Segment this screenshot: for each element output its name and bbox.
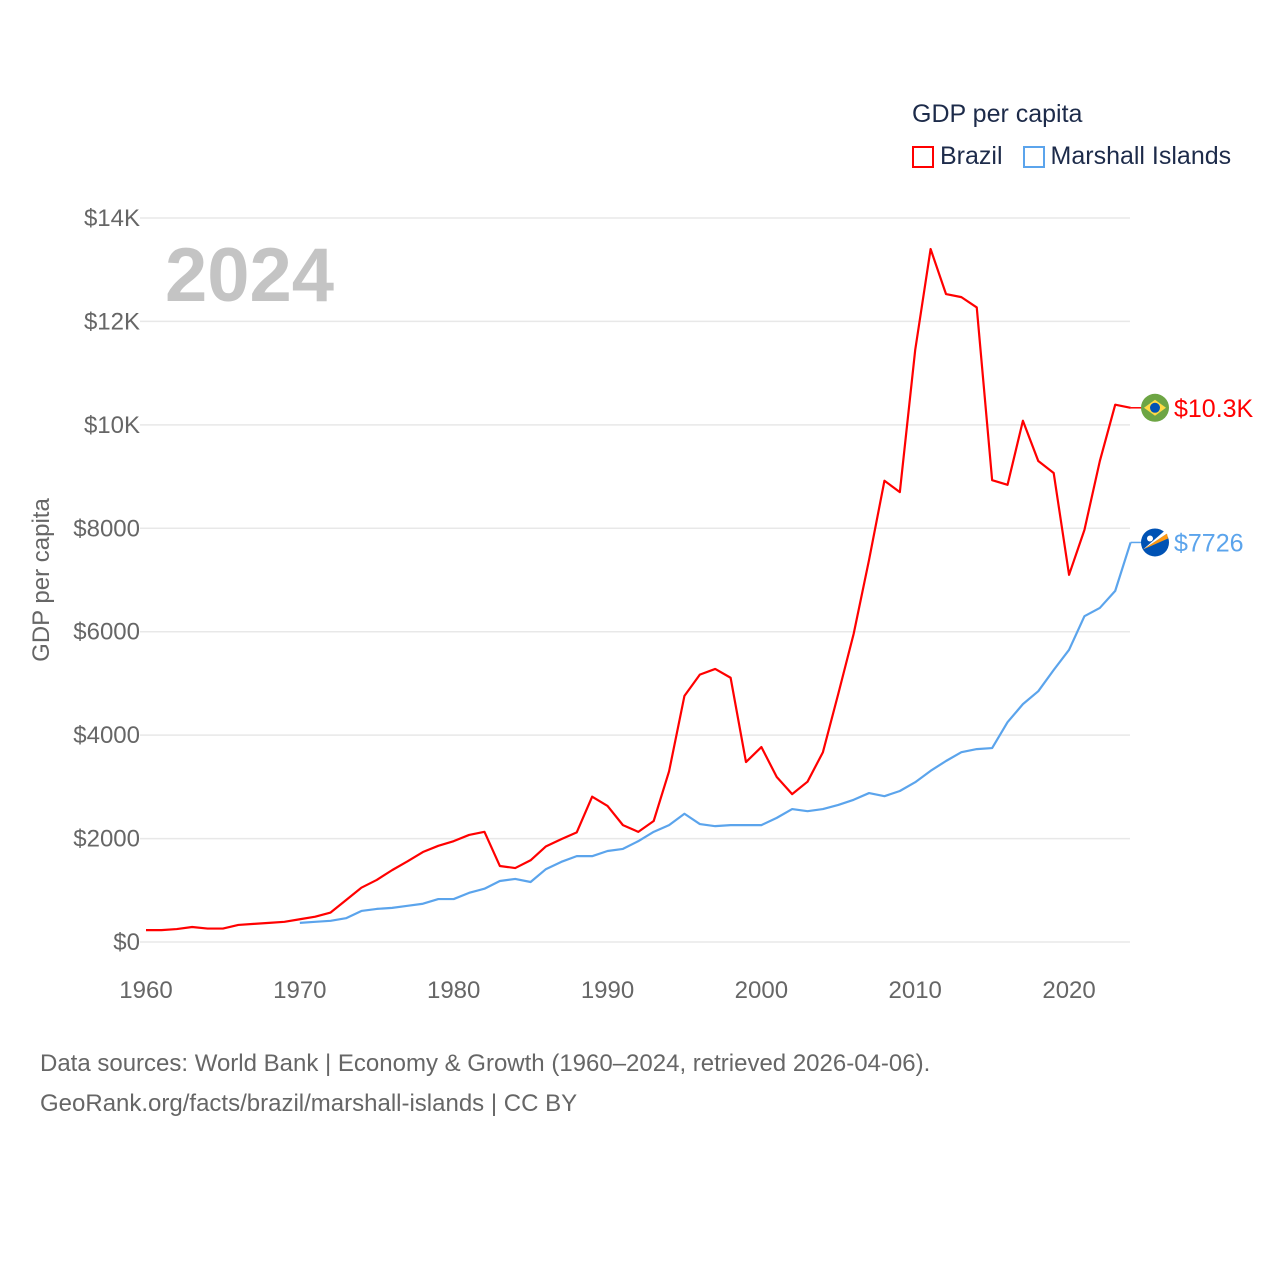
series-line-brazil bbox=[146, 247, 1131, 932]
series-line-marshall-islands bbox=[299, 542, 1132, 924]
legend-label: Brazil bbox=[940, 142, 1003, 170]
y-tick-label: $4000 bbox=[73, 722, 140, 749]
footer: Data sources: World Bank | Economy & Gro… bbox=[40, 1044, 930, 1124]
x-tick-label: 2000 bbox=[735, 977, 788, 1004]
y-tick-label: $14K bbox=[84, 205, 140, 232]
y-tick-label: $8000 bbox=[73, 515, 140, 542]
year-label: 2024 bbox=[165, 233, 335, 318]
y-axis-label: GDP per capita bbox=[28, 498, 55, 662]
legend-label: Marshall Islands bbox=[1050, 142, 1232, 170]
x-tick-label: 2010 bbox=[889, 977, 942, 1004]
x-tick-label: 1990 bbox=[581, 977, 634, 1004]
legend-item-marshall-islands[interactable]: Marshall Islands bbox=[1022, 142, 1232, 171]
x-tick-label: 1980 bbox=[427, 977, 480, 1004]
y-tick-label: $10K bbox=[84, 412, 140, 439]
source-text: Data sources: World Bank | Economy & Gro… bbox=[40, 1050, 931, 1077]
x-tick-label: 2020 bbox=[1042, 977, 1095, 1004]
x-tick-label: 1970 bbox=[273, 977, 326, 1004]
y-tick-label: $0 bbox=[113, 929, 140, 956]
legend-swatch-brazil bbox=[912, 145, 934, 168]
y-tick-label: $12K bbox=[84, 308, 140, 335]
marshall-flag-white-stripe bbox=[1143, 530, 1167, 550]
end-value-label: $10.3K bbox=[1174, 395, 1254, 423]
legend-swatch-marshall-islands bbox=[1022, 145, 1045, 168]
brazil-flag-globe bbox=[1150, 402, 1160, 413]
source-link[interactable]: GeoRank.org/facts/brazil/marshall-island… bbox=[40, 1090, 578, 1117]
legend-title: GDP per capita bbox=[912, 100, 1083, 128]
y-tick-label: $2000 bbox=[73, 826, 140, 853]
legend-item-brazil[interactable]: Brazil bbox=[912, 142, 1003, 171]
marshall-flag-star bbox=[1147, 535, 1153, 542]
end-value-label: $7726 bbox=[1174, 529, 1244, 557]
x-tick-label: 1960 bbox=[119, 977, 172, 1004]
marshall-flag-orange-stripe bbox=[1143, 533, 1168, 550]
legend: Brazil Marshall Islands bbox=[912, 142, 1231, 171]
y-tick-label: $6000 bbox=[73, 619, 140, 646]
